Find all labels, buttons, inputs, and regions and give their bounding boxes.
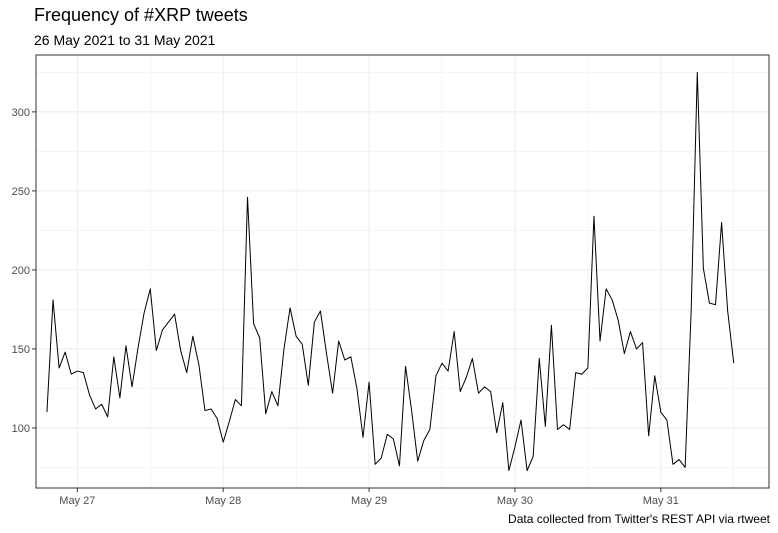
- panel-border: [35, 54, 770, 489]
- x-tick-label: May 28: [205, 495, 241, 507]
- y-tick-label: 250: [12, 186, 30, 198]
- y-tick-label: 300: [12, 107, 30, 119]
- series-layer: [46, 71, 735, 472]
- x-tick-label: May 31: [643, 495, 679, 507]
- y-tick-label: 200: [12, 265, 30, 277]
- chart-subtitle: 26 May 2021 to 31 May 2021: [34, 32, 216, 48]
- chart-caption: Data collected from Twitter's REST API v…: [508, 512, 770, 526]
- x-tick-label: May 29: [351, 495, 387, 507]
- axes: 100 150 200 250 300 May 27 May 28 May 29 May 30 M…: [12, 107, 679, 507]
- x-tick-label: May 30: [497, 495, 533, 507]
- y-tick-label: 150: [12, 344, 30, 356]
- chart-title: Frequency of #XRP tweets: [34, 5, 248, 25]
- x-tick-label: May 27: [59, 495, 95, 507]
- grid-lines: [36, 55, 769, 488]
- y-tick-label: 100: [12, 423, 30, 435]
- series-line: [46, 71, 735, 472]
